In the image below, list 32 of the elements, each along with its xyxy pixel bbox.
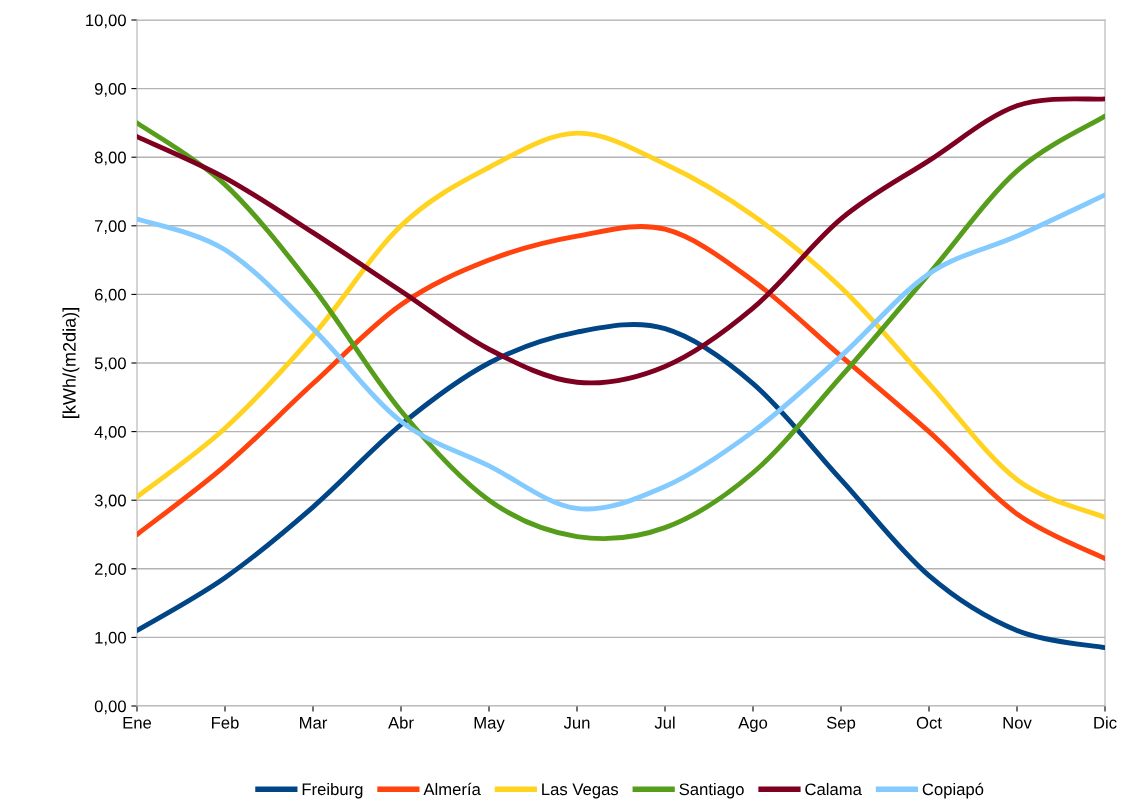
- x-tick-label: Abr: [388, 716, 414, 729]
- y-axis-title: [kWh/(m2dia)]: [62, 308, 80, 418]
- y-tick-label: 0,00: [94, 700, 126, 715]
- x-tick-label: Ago: [738, 717, 768, 732]
- x-tick-label: Jul: [654, 716, 675, 729]
- y-tick-label: 10,00: [86, 14, 126, 29]
- legend-label: Santiago: [679, 782, 744, 799]
- x-tick-label: Jun: [563, 717, 590, 729]
- y-tick-label: 9,00: [94, 83, 126, 97]
- x-tick-label: Oct: [916, 716, 942, 729]
- x-tick-label: Ene: [123, 717, 152, 729]
- legend-label: Las Vegas: [542, 783, 619, 799]
- y-tick-label: 8,00: [94, 151, 126, 166]
- y-tick-label: 1,00: [95, 631, 126, 646]
- legend-label: Calama: [805, 782, 862, 796]
- y-tick-label: 4,00: [94, 426, 126, 440]
- x-tick-label: Dic: [1094, 716, 1117, 729]
- legend-label: Almería: [423, 782, 481, 796]
- y-tick-label: 2,00: [94, 563, 126, 577]
- y-tick-label: 5,00: [94, 357, 126, 372]
- legend-label: Freiburg: [302, 782, 363, 799]
- x-tick-label: Mar: [300, 717, 328, 729]
- x-tick-label: Feb: [212, 716, 239, 729]
- x-tick-label: Sep: [826, 716, 856, 732]
- legend-label: Copiapó: [922, 782, 984, 799]
- x-tick-label: May: [474, 717, 505, 732]
- line-series: [137, 96, 1105, 386]
- y-tick-label: 7,00: [95, 220, 126, 234]
- x-tick-label: Nov: [1003, 717, 1032, 729]
- y-tick-label: 6,00: [94, 288, 126, 303]
- line-series: [137, 192, 1105, 512]
- y-tick-label: 3,00: [94, 494, 126, 509]
